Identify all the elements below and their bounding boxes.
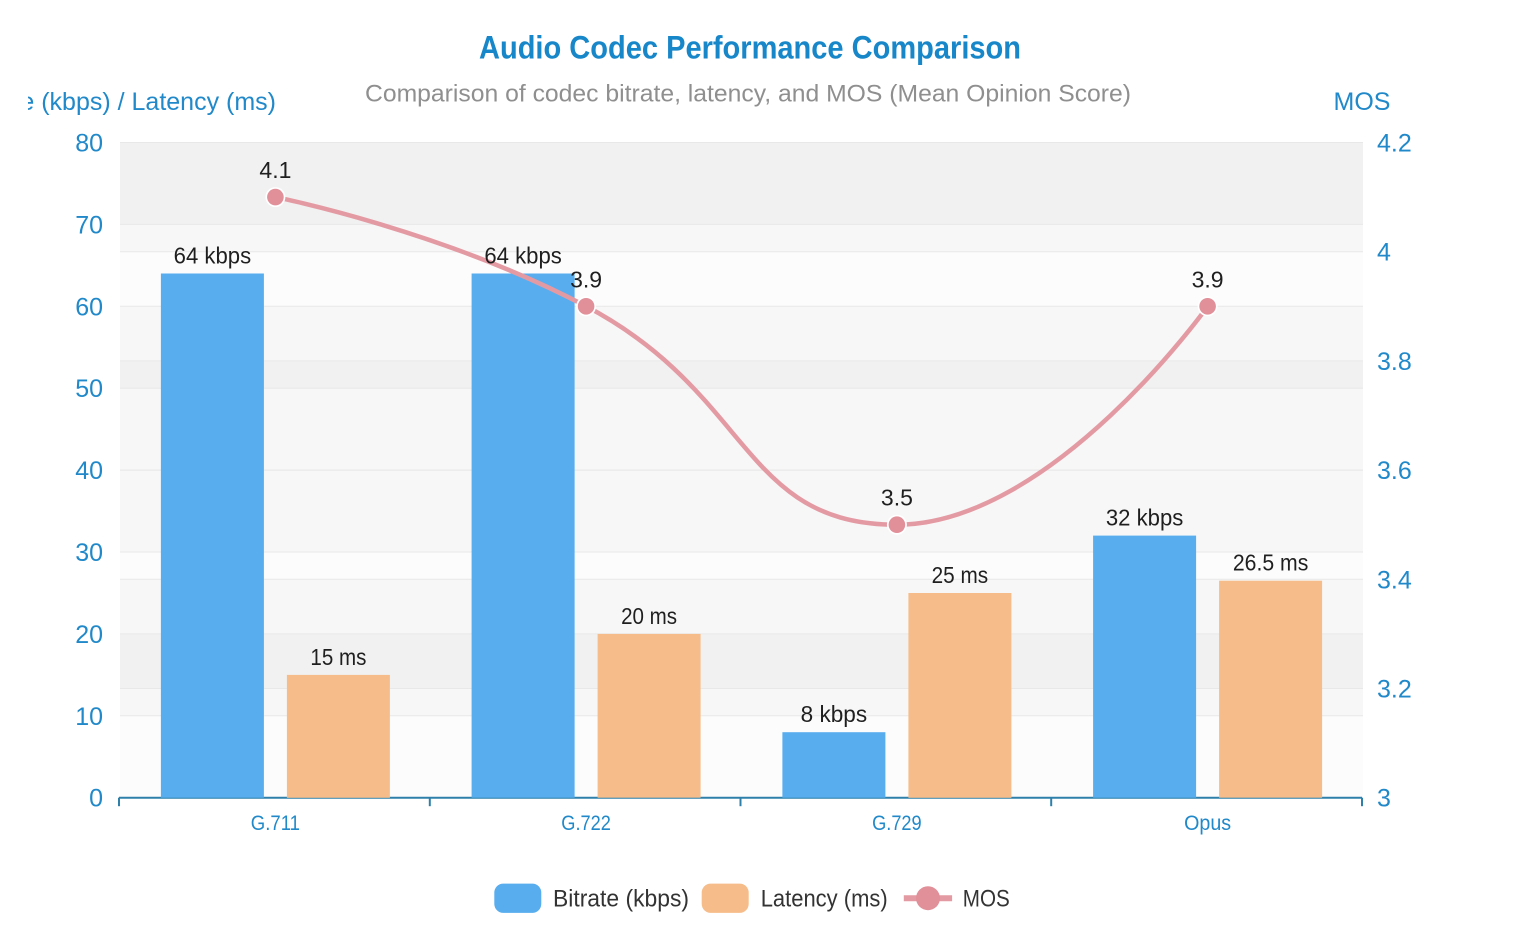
svg-text:3.6: 3.6 [1377, 457, 1412, 485]
svg-text:MOS: MOS [963, 886, 1010, 913]
svg-text:32 kbps: 32 kbps [1106, 505, 1184, 531]
svg-text:3.9: 3.9 [570, 266, 602, 292]
svg-text:0: 0 [89, 785, 103, 813]
svg-text:Opus: Opus [1184, 811, 1231, 835]
svg-text:3: 3 [1377, 785, 1391, 813]
svg-text:64 kbps: 64 kbps [174, 243, 252, 269]
svg-text:3.4: 3.4 [1377, 566, 1412, 594]
svg-text:Audio Codec Performance Compar: Audio Codec Performance Comparison [479, 30, 1021, 66]
svg-text:20 ms: 20 ms [621, 603, 677, 629]
svg-text:70: 70 [75, 211, 103, 239]
svg-text:3.2: 3.2 [1377, 676, 1412, 704]
svg-text:3.9: 3.9 [1192, 266, 1224, 292]
svg-text:G.722: G.722 [561, 811, 611, 835]
svg-text:64 kbps: 64 kbps [484, 243, 562, 269]
svg-text:25 ms: 25 ms [932, 562, 989, 588]
svg-text:80: 80 [75, 130, 103, 158]
svg-text:G.711: G.711 [251, 811, 300, 835]
svg-text:Bitrate (kbps): Bitrate (kbps) [553, 886, 689, 913]
svg-text:G.729: G.729 [872, 811, 922, 835]
svg-text:MOS: MOS [1334, 88, 1391, 116]
svg-text:4.1: 4.1 [259, 157, 291, 183]
svg-text:30: 30 [75, 539, 103, 567]
svg-text:26.5 ms: 26.5 ms [1233, 550, 1309, 576]
svg-text:Comparison of codec bitrate, l: Comparison of codec bitrate, latency, an… [365, 81, 1131, 108]
svg-text:4: 4 [1377, 239, 1391, 267]
svg-text:50: 50 [75, 375, 103, 403]
svg-text:60: 60 [75, 293, 103, 321]
svg-text:3.8: 3.8 [1377, 348, 1412, 376]
svg-text:15 ms: 15 ms [310, 644, 366, 670]
svg-text:4.2: 4.2 [1377, 130, 1412, 158]
svg-text:Bitrate (kbps) / Latency (ms): Bitrate (kbps) / Latency (ms) [0, 88, 276, 116]
svg-text:8 kbps: 8 kbps [801, 701, 868, 727]
svg-text:Latency (ms): Latency (ms) [761, 886, 888, 913]
svg-text:20: 20 [75, 621, 103, 649]
svg-text:3.5: 3.5 [881, 485, 913, 511]
svg-text:10: 10 [75, 703, 103, 731]
svg-text:40: 40 [75, 457, 103, 485]
